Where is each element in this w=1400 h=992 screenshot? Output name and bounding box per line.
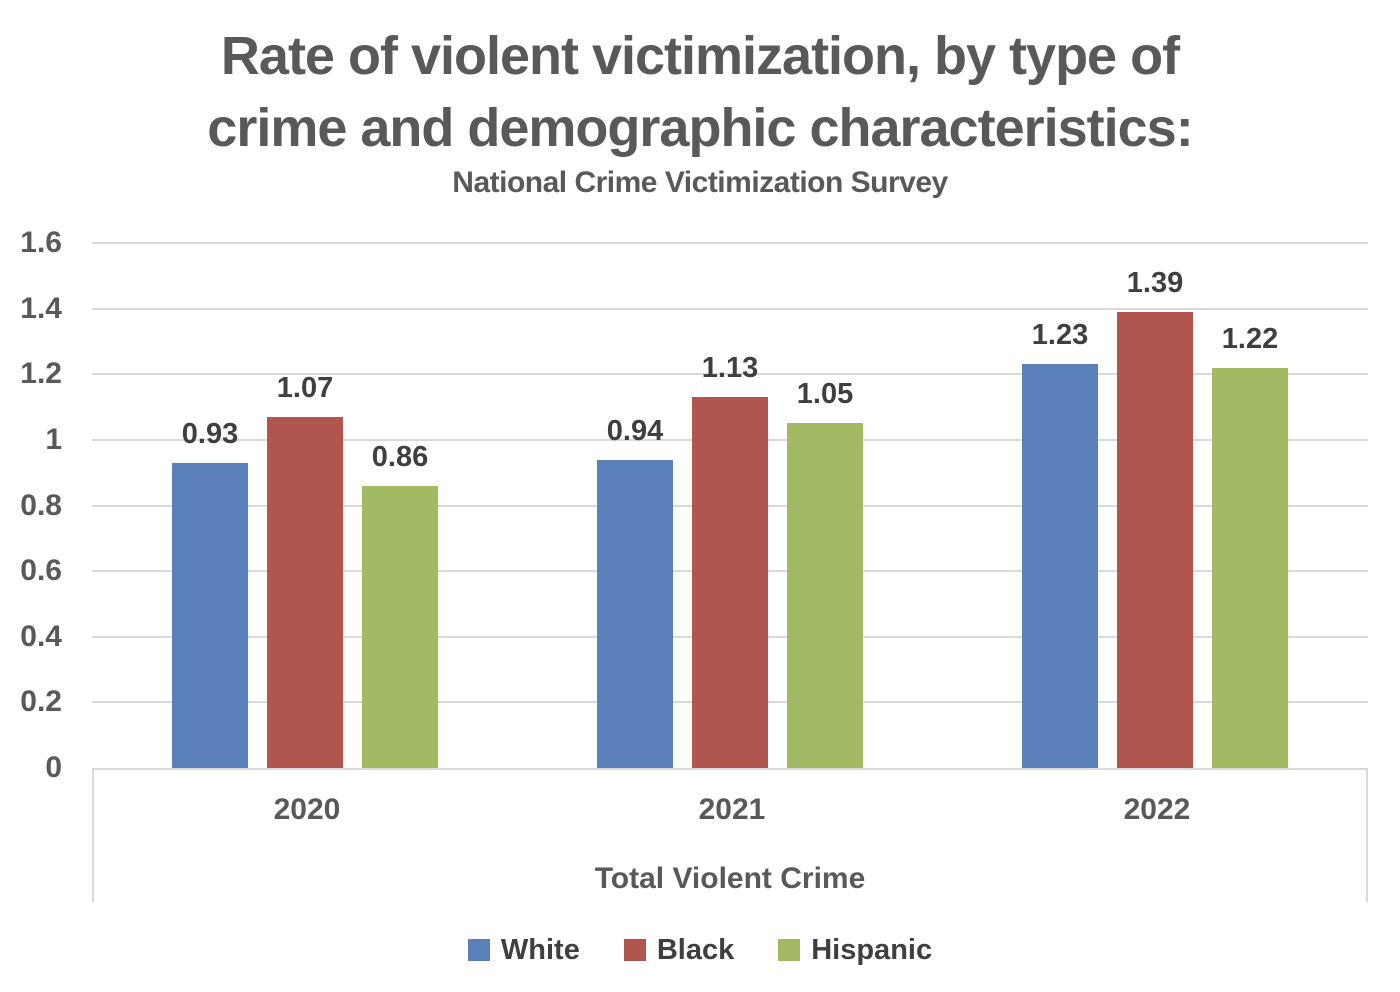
- bar-group-2021: 0.94 1.13 1.05: [597, 243, 863, 768]
- legend-label: Black: [656, 933, 735, 966]
- legend: White Black Hispanic: [0, 928, 1400, 972]
- bar-group-2022: 1.23 1.39 1.22: [1022, 243, 1288, 768]
- category-label-2022: 2022: [1123, 793, 1191, 826]
- legend-swatch-hispanic: [778, 939, 801, 961]
- bar-value-label: 0.93: [181, 418, 239, 450]
- bar-black-2022: 1.39: [1117, 267, 1193, 768]
- y-tick-label: 0.8: [20, 489, 62, 522]
- chart-title-line1: Rate of violent victimization, by type o…: [220, 26, 1180, 86]
- bar-value-label: 1.13: [701, 352, 759, 384]
- bar-hispanic-2020: 0.86: [362, 441, 438, 768]
- bar-value-label: 1.22: [1221, 323, 1279, 355]
- bar-value-label: 1.05: [796, 378, 854, 410]
- y-tick-label: 0.6: [20, 554, 62, 587]
- bar-white-2021: 0.94: [597, 415, 673, 768]
- plot-area: 0.93 1.07 0.86 0.94 1.13 1.05 1.23 1.39 1.22: [92, 242, 1368, 768]
- bar-hispanic-2022: 1.22: [1212, 323, 1288, 768]
- bar-group-2020: 0.93 1.07 0.86: [172, 243, 438, 768]
- chart-title-line2: crime and demographic characteristics:: [207, 98, 1193, 158]
- y-tick-label: 1: [45, 423, 62, 456]
- category-label-2020: 2020: [273, 793, 341, 826]
- bar-white-2020: 0.93: [172, 418, 248, 768]
- bar-white-2022: 1.23: [1022, 319, 1098, 768]
- bar-hispanic-2021: 1.05: [787, 378, 863, 768]
- y-tick-label: 1.4: [20, 292, 62, 325]
- bar-black-2021: 1.13: [692, 352, 768, 768]
- y-tick-label: 0: [45, 751, 62, 784]
- bar-value-label: 0.94: [606, 415, 664, 447]
- bar-value-label: 1.23: [1031, 319, 1089, 351]
- y-axis: 0 0.2 0.4 0.6 0.8 1 1.2 1.4 1.6: [0, 226, 62, 784]
- legend-swatch-black: [623, 939, 646, 961]
- x-axis-label: Total Violent Crime: [594, 862, 866, 895]
- bar-black-2020: 1.07: [267, 372, 343, 768]
- bar-value-label: 0.86: [371, 441, 429, 473]
- legend-label: Hispanic: [811, 933, 933, 966]
- gridline: [92, 373, 1368, 375]
- chart-title: Rate of violent victimization, by type o…: [0, 20, 1400, 164]
- legend-swatch-white: [467, 939, 490, 961]
- y-tick-label: 0.2: [20, 685, 62, 718]
- category-axis: 2020 2021 2022 Total Violent Crime: [92, 768, 1368, 902]
- y-tick-label: 0.4: [20, 620, 62, 653]
- y-tick-label: 1.6: [20, 226, 62, 259]
- category-label-2021: 2021: [698, 793, 766, 826]
- bar-value-label: 1.07: [276, 372, 334, 404]
- legend-label: White: [500, 933, 580, 966]
- legend-item-hispanic: Hispanic: [778, 934, 932, 967]
- legend-item-black: Black: [623, 933, 735, 967]
- legend-item-white: White: [467, 933, 580, 967]
- chart-subtitle: National Crime Victimization Survey: [452, 166, 948, 199]
- gridline: [92, 308, 1368, 310]
- bar-value-label: 1.39: [1126, 267, 1184, 299]
- gridline: [92, 242, 1368, 244]
- y-tick-label: 1.2: [20, 357, 62, 390]
